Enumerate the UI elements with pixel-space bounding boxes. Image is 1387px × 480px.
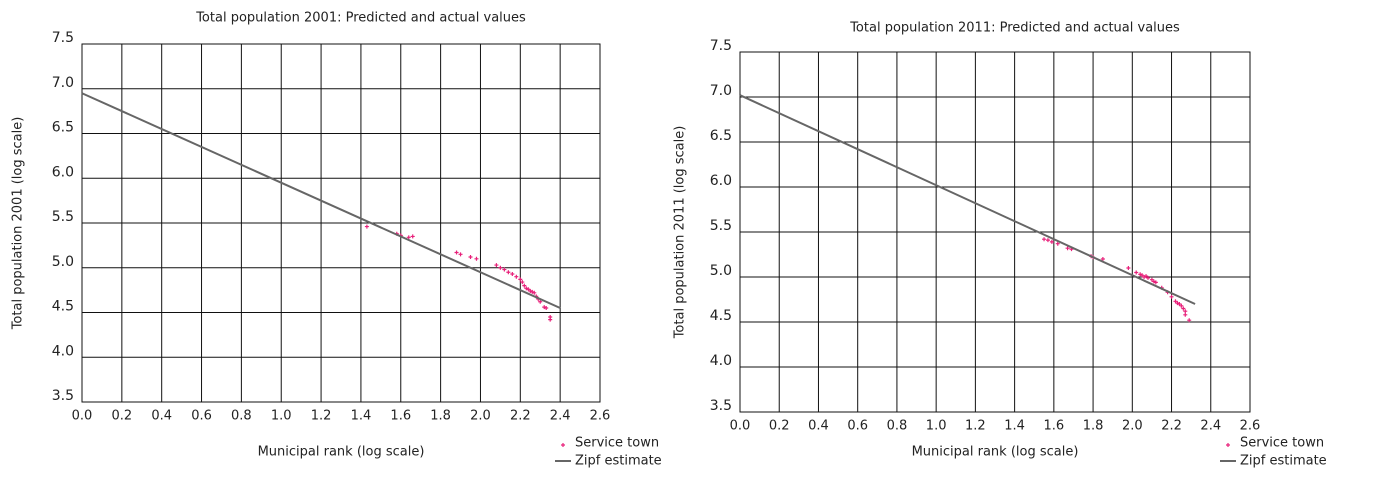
service-town-point xyxy=(1169,294,1174,299)
service-town-point xyxy=(532,290,537,295)
service-town-point xyxy=(410,234,415,239)
y-axis-title: Total population 2001 (log scale) xyxy=(11,117,26,331)
y-tick-label: 4.5 xyxy=(52,299,74,315)
x-tick-label: 1.0 xyxy=(271,409,292,424)
service-town-point xyxy=(1179,303,1184,308)
service-town-point xyxy=(506,270,511,275)
x-axis-title: Municipal rank (log scale) xyxy=(912,445,1079,460)
x-axis-title: Municipal rank (log scale) xyxy=(258,445,425,460)
service-town-point xyxy=(1134,270,1139,275)
service-town-point xyxy=(1045,238,1050,243)
service-town-point xyxy=(538,299,543,304)
y-tick-label: 5.0 xyxy=(52,254,74,270)
service-town-point xyxy=(1049,239,1054,244)
y-tick-label: 3.5 xyxy=(52,388,74,404)
chart-title: Total population 2011: Predicted and act… xyxy=(849,21,1180,36)
x-tick-label: 0.4 xyxy=(808,419,829,434)
service-town-point xyxy=(406,235,411,240)
x-tick-label: 1.6 xyxy=(1044,419,1065,434)
x-tick-label: 1.4 xyxy=(1004,419,1025,434)
service-town-point xyxy=(454,250,459,255)
x-tick-label: 0.6 xyxy=(847,419,868,434)
service-town-point xyxy=(1055,241,1060,246)
service-town-point xyxy=(502,267,507,272)
x-tick-label: 1.0 xyxy=(926,419,947,434)
legend-label: Zipf estimate xyxy=(1240,454,1327,469)
service-town-point xyxy=(468,255,473,260)
service-town-point xyxy=(510,272,515,277)
service-town-point xyxy=(474,256,479,261)
y-tick-label: 7.5 xyxy=(710,38,732,54)
zipf-line xyxy=(81,92,561,309)
x-tick-label: 1.8 xyxy=(1083,419,1104,434)
x-tick-label: 1.8 xyxy=(430,409,451,424)
y-tick-label: 4.0 xyxy=(52,343,74,359)
x-tick-label: 2.2 xyxy=(1161,419,1182,434)
y-tick-label: 6.5 xyxy=(710,128,732,144)
service-town-point xyxy=(514,274,519,279)
x-tick-label: 1.6 xyxy=(390,409,411,424)
y-tick-label: 6.0 xyxy=(710,173,732,189)
x-tick-label: 2.0 xyxy=(470,409,491,424)
service-town-point xyxy=(1187,318,1192,323)
x-tick-label: 0.8 xyxy=(231,409,252,424)
y-tick-label: 7.0 xyxy=(710,83,732,99)
x-tick-label: 0.0 xyxy=(72,409,93,424)
legend-marker xyxy=(1226,443,1230,447)
x-tick-label: 0.8 xyxy=(887,419,908,434)
service-town-point xyxy=(498,265,503,270)
x-tick-label: 1.2 xyxy=(311,409,332,424)
x-tick-label: 0.2 xyxy=(769,419,790,434)
y-tick-label: 5.0 xyxy=(710,263,732,279)
y-tick-label: 6.0 xyxy=(52,164,74,180)
x-tick-label: 2.4 xyxy=(550,409,571,424)
y-axis-title: Total population 2011 (log scale) xyxy=(673,126,688,340)
x-tick-label: 2.2 xyxy=(510,409,531,424)
service-town-point xyxy=(518,277,523,282)
x-tick-label: 1.4 xyxy=(351,409,372,424)
legend-label: Zipf estimate xyxy=(575,454,662,469)
service-town-point xyxy=(548,317,553,322)
service-town-point xyxy=(1100,257,1105,261)
service-town-point xyxy=(494,263,499,268)
legend-label: Service town xyxy=(1240,436,1324,451)
service-town-point xyxy=(458,252,463,257)
service-town-point xyxy=(1183,309,1188,314)
x-tick-label: 2.6 xyxy=(1240,419,1261,434)
x-tick-label: 0.4 xyxy=(151,409,172,424)
chart-title: Total population 2001: Predicted and act… xyxy=(195,11,526,26)
service-town-point xyxy=(1065,246,1070,251)
y-tick-label: 5.5 xyxy=(52,209,74,225)
x-tick-label: 2.4 xyxy=(1200,419,1221,434)
legend-marker xyxy=(561,443,565,447)
y-tick-label: 4.5 xyxy=(710,308,732,324)
y-tick-label: 7.0 xyxy=(52,75,74,91)
y-tick-label: 4.0 xyxy=(710,353,732,369)
x-tick-label: 2.6 xyxy=(590,409,611,424)
service-town-point xyxy=(1181,306,1186,311)
legend-label: Service town xyxy=(575,436,659,451)
x-tick-label: 0.6 xyxy=(191,409,212,424)
service-town-point xyxy=(1042,237,1047,242)
y-tick-label: 3.5 xyxy=(710,398,732,414)
service-town-point xyxy=(544,306,549,311)
service-town-point xyxy=(520,280,525,285)
service-town-point xyxy=(1126,266,1131,270)
service-town-point xyxy=(1153,280,1158,285)
y-tick-label: 5.5 xyxy=(710,218,732,234)
x-tick-label: 0.0 xyxy=(730,419,751,434)
x-tick-label: 0.2 xyxy=(112,409,133,424)
service-town-point xyxy=(1183,312,1188,317)
x-tick-label: 1.2 xyxy=(965,419,986,434)
service-town-point xyxy=(1146,275,1150,280)
y-tick-label: 6.5 xyxy=(52,120,74,136)
y-tick-label: 7.5 xyxy=(52,30,74,46)
zipf-line xyxy=(739,94,1196,305)
service-town-point xyxy=(364,224,369,229)
service-town-point xyxy=(522,283,527,288)
x-tick-label: 2.0 xyxy=(1122,419,1143,434)
